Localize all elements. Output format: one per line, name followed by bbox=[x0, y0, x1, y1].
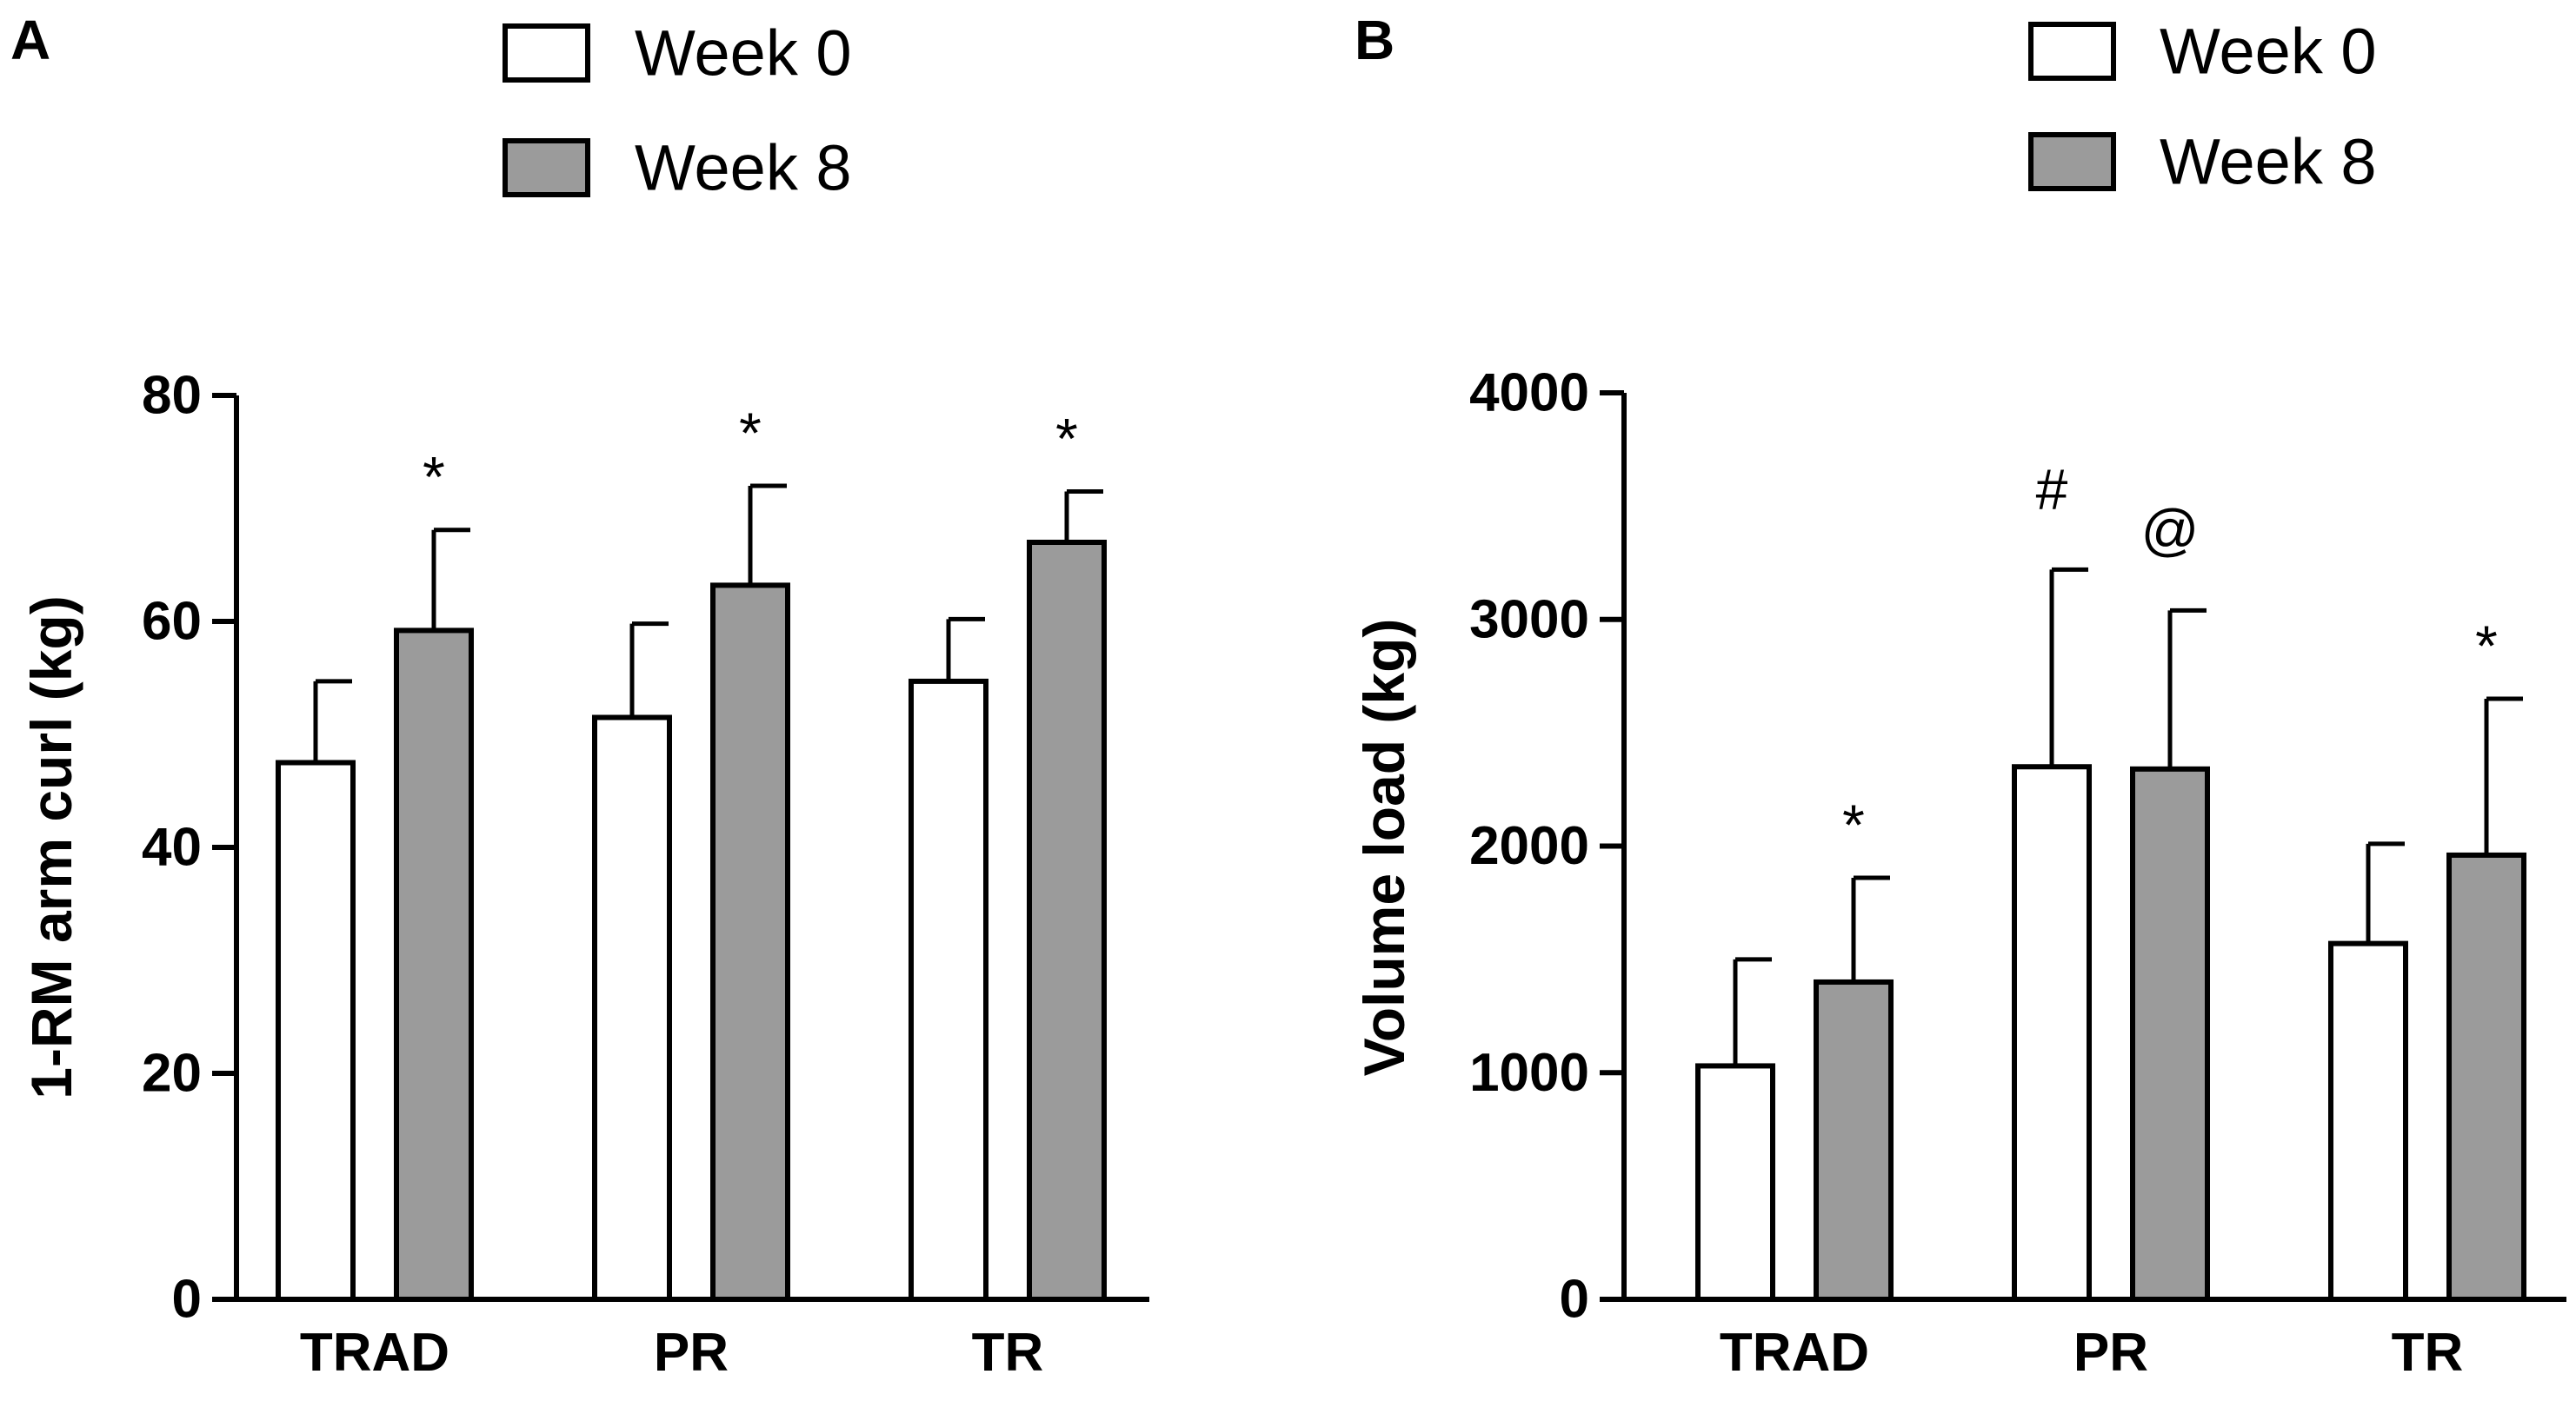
bar-trad-week-0 bbox=[276, 760, 356, 1302]
y-tick-label: 3000 bbox=[1469, 589, 1589, 649]
bar-trad-week-0 bbox=[1695, 1063, 1775, 1302]
significance-marker: * bbox=[2475, 614, 2498, 678]
bar-tr-week-0 bbox=[2328, 940, 2408, 1303]
y-tick-label: 60 bbox=[142, 592, 202, 652]
y-tick-label: 1000 bbox=[1469, 1043, 1589, 1103]
bar-trad-week-8 bbox=[394, 627, 474, 1302]
panel-a: A Week 0 Week 8 0 20 40 60 80 1-RM arm curl (kg)… bbox=[10, 9, 1149, 1383]
x-category-label: TR bbox=[2392, 1323, 2464, 1383]
legend-label: Week 8 bbox=[2160, 126, 2377, 198]
significance-marker: * bbox=[739, 401, 762, 465]
significance-marker: * bbox=[1055, 407, 1078, 471]
x-category-label: TRAD bbox=[300, 1323, 449, 1383]
legend-swatch bbox=[2028, 22, 2116, 81]
bar-tr-week-0 bbox=[909, 678, 988, 1302]
panel-label: B bbox=[1355, 9, 1395, 71]
x-category-label: PR bbox=[654, 1323, 729, 1383]
y-tick-label: 2000 bbox=[1469, 816, 1589, 876]
panel-b: B Week 0 Week 8 0 1000 2000 3000 4000 Volume loa… bbox=[1352, 9, 2566, 1383]
significance-marker: # bbox=[2036, 456, 2068, 521]
significance-marker: @ bbox=[2141, 497, 2200, 561]
bar-tr-week-8 bbox=[2446, 852, 2526, 1302]
legend-swatch bbox=[2028, 132, 2116, 191]
significance-marker: * bbox=[423, 445, 445, 509]
bar-pr-week-8 bbox=[2130, 766, 2210, 1302]
significance-marker: * bbox=[1842, 793, 1865, 857]
y-tick-label: 0 bbox=[172, 1270, 202, 1330]
legend-swatch bbox=[503, 23, 590, 83]
bar-tr-week-8 bbox=[1027, 540, 1107, 1302]
bar-pr-week-0 bbox=[2012, 764, 2092, 1302]
legend-swatch bbox=[503, 138, 590, 197]
bar-pr-week-0 bbox=[592, 714, 672, 1302]
y-tick-label: 80 bbox=[142, 366, 202, 426]
bar-trad-week-8 bbox=[1814, 979, 1894, 1302]
bar-pr-week-8 bbox=[710, 582, 790, 1302]
legend-label: Week 0 bbox=[2160, 16, 2377, 88]
y-tick-label: 4000 bbox=[1469, 363, 1589, 423]
panel-label: A bbox=[10, 9, 50, 71]
y-axis-title: Volume load (kg) bbox=[1352, 619, 1416, 1077]
y-tick-label: 40 bbox=[142, 818, 202, 878]
legend-label: Week 0 bbox=[635, 17, 852, 90]
y-tick-label: 20 bbox=[142, 1044, 202, 1104]
x-category-label: PR bbox=[2073, 1323, 2148, 1383]
y-axis-title: 1-RM arm curl (kg) bbox=[19, 595, 83, 1099]
legend-label: Week 8 bbox=[635, 132, 852, 204]
x-category-label: TR bbox=[972, 1323, 1044, 1383]
y-tick-label: 0 bbox=[1560, 1270, 1589, 1330]
x-category-label: TRAD bbox=[1720, 1323, 1869, 1383]
